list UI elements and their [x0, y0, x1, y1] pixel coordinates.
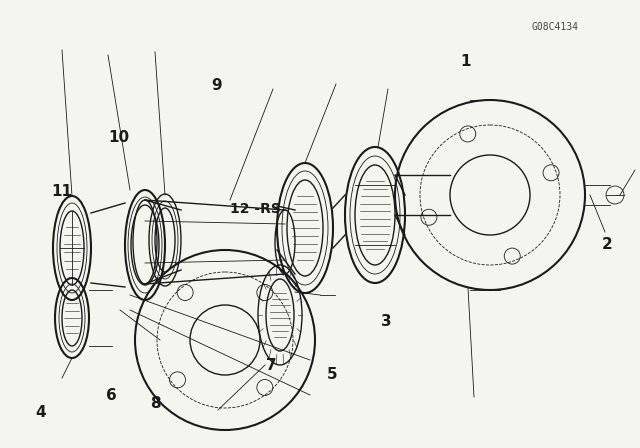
Text: 10: 10 — [109, 130, 130, 145]
Text: 1: 1 — [461, 54, 471, 69]
Text: 4: 4 — [35, 405, 46, 420]
Text: G08C4134: G08C4134 — [531, 22, 578, 32]
Text: 11: 11 — [51, 184, 72, 198]
Text: 12 -RS: 12 -RS — [230, 202, 281, 215]
Text: 9: 9 — [211, 78, 222, 93]
Text: 8: 8 — [150, 396, 161, 411]
Text: 7: 7 — [266, 358, 276, 373]
Text: 2: 2 — [602, 237, 612, 252]
Text: 3: 3 — [381, 314, 392, 328]
Text: 5: 5 — [326, 367, 337, 382]
Text: 6: 6 — [106, 388, 116, 402]
